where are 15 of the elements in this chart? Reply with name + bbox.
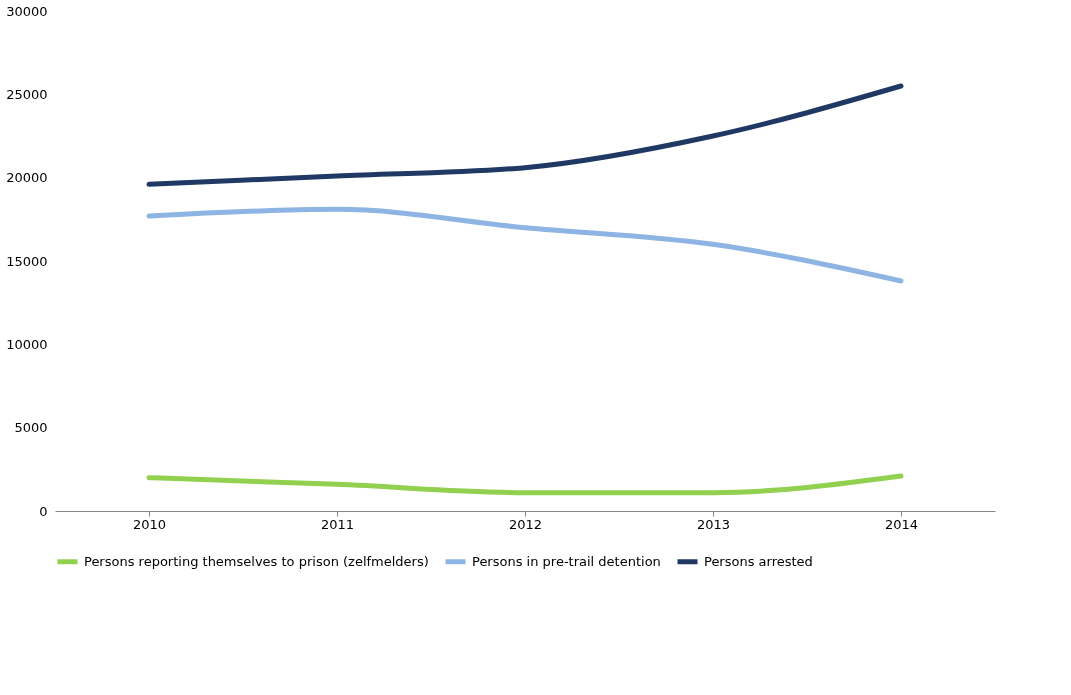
y-tick-label: 15000 (6, 253, 48, 269)
legend-label: Persons arrested (704, 553, 813, 569)
x-tick-label: 2010 (132, 516, 167, 532)
x-tick-label: 2011 (320, 516, 355, 532)
x-tick-label: 2013 (696, 516, 731, 532)
y-tick-label: 10000 (6, 336, 48, 352)
y-tick-label: 5000 (14, 420, 48, 436)
x-tick-label: 2014 (884, 516, 919, 532)
legend-label: Persons reporting themselves to prison (zelfmelders) (84, 553, 429, 569)
y-tick-label: 20000 (6, 170, 48, 186)
y-tick-label: 0 (39, 503, 48, 519)
x-tick-label: 2012 (508, 516, 543, 532)
y-tick-label: 30000 (6, 3, 48, 19)
legend-label: Persons in pre-trail detention (472, 553, 661, 569)
y-tick-label: 25000 (6, 86, 48, 102)
